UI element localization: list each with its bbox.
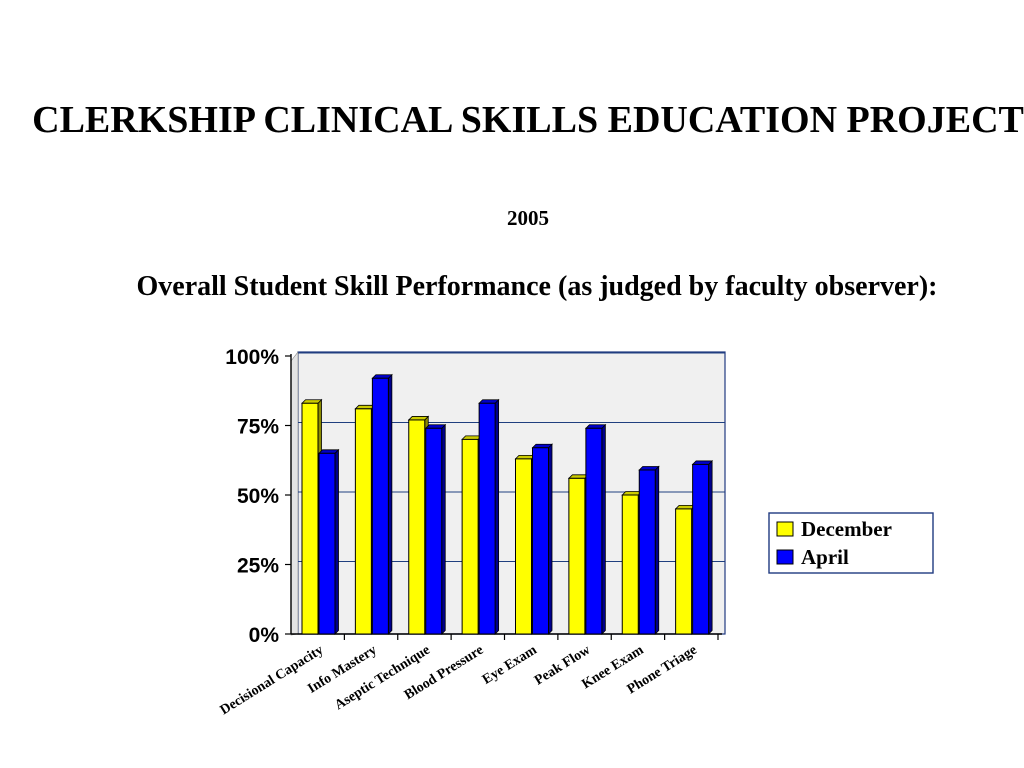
bar-april-knee-exam (638, 469, 656, 635)
bar-april-decisional-capacity (318, 452, 336, 635)
bar-side (601, 423, 606, 635)
slide-year: 2005 (507, 206, 549, 230)
bar-top (584, 424, 607, 429)
chart-subtitle: Overall Student Skill Performance (as ju… (136, 271, 938, 302)
bar-top (691, 460, 714, 465)
bar-december-aseptic-technique (408, 419, 426, 635)
bar-side (654, 465, 660, 635)
plot-side-wall (290, 351, 299, 636)
bar-december-phone-triage (675, 508, 693, 635)
bar-top (531, 443, 553, 449)
bar-top (424, 424, 447, 429)
bar-april-eye-exam (532, 447, 549, 635)
bar-side (708, 459, 713, 635)
x-tick-label: Aseptic Technique (332, 643, 433, 714)
x-tick-label: Eye Exam (480, 642, 540, 687)
bar-side (441, 423, 446, 635)
bar-top (301, 399, 323, 404)
legend (768, 512, 934, 574)
bar-top (371, 374, 393, 379)
y-tick-label: 100% (225, 346, 279, 369)
bar-december-decisional-capacity (301, 402, 319, 635)
bar-april-blood-pressure (478, 402, 496, 635)
y-tick-label: 50% (237, 485, 279, 508)
legend-label-december: December (801, 517, 892, 541)
bar-april-phone-triage (692, 463, 710, 635)
bar-december-info-mastery (354, 408, 372, 635)
legend-swatch-december (776, 521, 794, 537)
bar-top (318, 449, 340, 454)
bar-april-aseptic-technique (425, 427, 443, 635)
bar-side (334, 448, 339, 635)
bar-top (478, 399, 500, 404)
bar-side (548, 443, 553, 635)
legend-label-april: April (801, 545, 849, 569)
y-tick-label: 25% (237, 555, 279, 578)
y-tick-label: 75% (237, 416, 279, 439)
legend-swatch-april (776, 549, 794, 565)
bar-december-knee-exam (621, 494, 639, 635)
bar-top (638, 466, 660, 471)
bar-april-peak-flow (585, 427, 603, 635)
bar-december-peak-flow (568, 477, 586, 635)
bar-december-eye-exam (515, 458, 532, 635)
bar-april-info-mastery (371, 377, 389, 635)
bar-side (494, 398, 500, 635)
bar-december-blood-pressure (461, 438, 479, 635)
slide-title: CLERKSHIP CLINICAL SKILLS EDUCATION PROJ… (32, 99, 1024, 141)
y-tick-label: 0% (249, 624, 280, 647)
bar-top (407, 416, 430, 421)
bar-side (387, 373, 393, 635)
